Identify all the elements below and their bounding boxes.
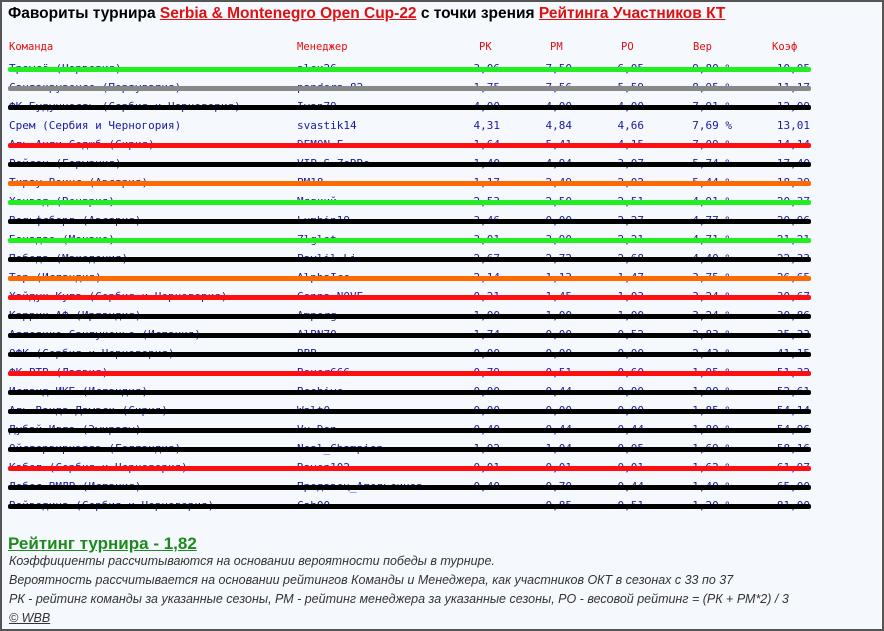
cell-ver: 7,69 % [692,119,732,132]
strike-line [8,67,811,72]
tournament-rating: Рейтинг турнира - 1,82 [8,534,197,553]
table-row: Дубай Игла (Эмираты)Vu-Don0,400,440,441,… [0,420,884,439]
strike-line [8,447,811,452]
cell-team[interactable]: Срем (Сербия и Черногория) [9,119,182,132]
strike-line [8,295,811,300]
rating-link[interactable]: Рейтинга Участников КТ [538,5,726,22]
strike-line [8,200,811,205]
title-middle: с точки зрения [416,5,539,22]
title-prefix: Фавориты турнира [8,5,160,22]
table-row: ФК РТВ (Латвия)Boxer6660,790,510,601,95 … [0,363,884,382]
table-row: Ройсон (Германия)VIP-S-ZeRRo1,404,943,07… [0,154,884,173]
note-coefficients: Коэффициенты рассчитываются на основании… [9,554,495,568]
table-row: Тор (Исландия)AlphaIce2,141,131,473,75 %… [0,268,884,287]
col-rm-header: РМ [550,41,563,53]
strike-line [8,143,811,148]
note-probability: Вероятность рассчитывается на основании … [9,573,734,587]
table-row: Срем (Сербия и Черногория) svastik14 4,31 4… [0,116,884,135]
strike-line [8,390,811,395]
table-row: Вольфсберг (Австрия)Lumbin193,460,002,27… [0,211,884,230]
strike-line [8,86,811,91]
table-row: Хонвед (Венгрия)Мягкий2,532,502,514,91 %… [0,192,884,211]
table-row: Исланд ИКБ (Исландия)Beehive0,000,440,00… [0,382,884,401]
table-row: Сантакрузенсе (Португалия)pandora-821,75… [0,78,884,97]
page-title: Фавориты турнира Serbia & Montenegro Ope… [8,5,725,23]
strike-line [8,238,811,243]
strike-line [8,371,811,376]
table-row: Бонадзо (Монако)Zlglot3,013,902,214,71 %… [0,230,884,249]
strike-line [8,485,811,490]
copyright[interactable]: © WBB [9,611,51,625]
tournament-link[interactable]: Serbia & Montenegro Open Cup-22 [159,5,417,22]
table-row: Каррик АФ (Ирландия)Amperg1,001,001,003,… [0,306,884,325]
strike-line [8,105,811,110]
strike-line [8,162,811,167]
strike-line [8,428,811,433]
table-row: Тирау Воинс (Австрия)PM181,172,492,025,4… [0,173,884,192]
table-row: ФК Будучность (Сербия и Черногория)Ivan7… [0,97,884,116]
table-row: Победа (Македония)Pavlil-Li2,672,722,684… [0,249,884,268]
cell-koef: 13,01 [776,119,810,132]
col-ro-header: РО [621,41,634,53]
strike-line [8,466,811,471]
table-row: Аль-Вахда Дамаск (Сирия)Walt00,000,000,0… [0,401,884,420]
strike-line [8,352,811,357]
strike-line [8,257,811,262]
table-row: Аль-Ахли Седжб (Сирия)DEMON-E1,645,414,1… [0,135,884,154]
strike-line [8,276,811,281]
table-row: Лебес ВМЛР (Испания)Продавец_Апельсинов0… [0,477,884,496]
strike-line [8,219,811,224]
cell-rk: 4,31 [473,119,501,132]
table-row: Кабел (Сербия и Черногория)Raven1020,010… [0,458,884,477]
table-row: Тромсё (Норвегия)alex263,067,506,059,80 … [0,59,884,78]
col-ver-header: Вер [693,41,712,53]
strike-line [8,409,811,414]
strike-line [8,314,811,319]
table-row: Войводина (Сербия и Черногория)Cab000,85… [0,496,884,515]
strike-line [8,504,811,509]
table-row: Ойстервирхэттэ (Голландия)Neal_Champion1… [0,439,884,458]
cell-manager[interactable]: svastik14 [297,119,357,132]
table-row: Хайдук Кула (Сербия и Черногория)Gonna-N… [0,287,884,306]
table-row: Атлетико Санлукенье (Испания)AlBN701,740… [0,325,884,344]
col-rk-header: РК [479,41,492,53]
cell-rm: 4,84 [545,119,573,132]
table-row: ОФК (Сербия и Черногория)BBB0,000,000,00… [0,344,884,363]
strike-line [8,181,811,186]
col-team-header: Команда [9,41,54,53]
col-manager-header: Менеджер [297,41,348,53]
col-koef-header: Коэф [772,41,798,53]
strike-line [8,333,811,338]
cell-ro: 4,66 [617,119,645,132]
note-legend: РК - рейтинг команды за указанные сезоны… [9,592,789,606]
